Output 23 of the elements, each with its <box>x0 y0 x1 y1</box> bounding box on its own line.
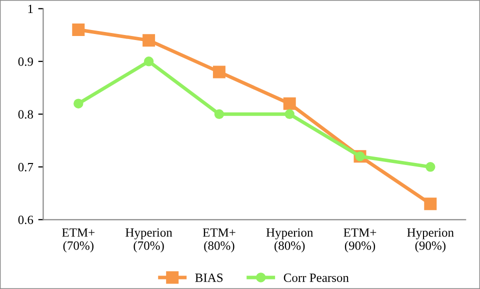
point <box>144 56 154 66</box>
point <box>142 34 156 47</box>
legend-label: Corr Pearson <box>284 274 349 282</box>
x-tick-label: ETM+ (80%) <box>202 228 236 252</box>
y-tick-label: 0.8 <box>18 110 33 119</box>
y-tick-label: 0.7 <box>18 162 34 172</box>
point <box>283 97 296 110</box>
x-tick-label: Hyperion (70%) <box>126 228 172 252</box>
x-tick-label: Hyperion (80%) <box>266 228 314 252</box>
y-tick-label: 1 <box>28 4 33 14</box>
x-tick-label: ETM+ (90%) <box>344 228 376 252</box>
y-tick-label: 0.6 <box>18 216 34 224</box>
point <box>284 109 294 120</box>
point <box>72 24 85 36</box>
point <box>74 98 84 108</box>
point <box>212 66 226 78</box>
point <box>426 162 436 172</box>
point <box>214 109 224 120</box>
x-tick-label: Hyperion (90%) <box>407 228 454 252</box>
y-tick-label: 0.9 <box>18 57 33 66</box>
point <box>424 198 437 210</box>
legend-label: BIAS <box>195 274 223 282</box>
x-tick-label: ETM+ (70%) <box>62 228 95 252</box>
